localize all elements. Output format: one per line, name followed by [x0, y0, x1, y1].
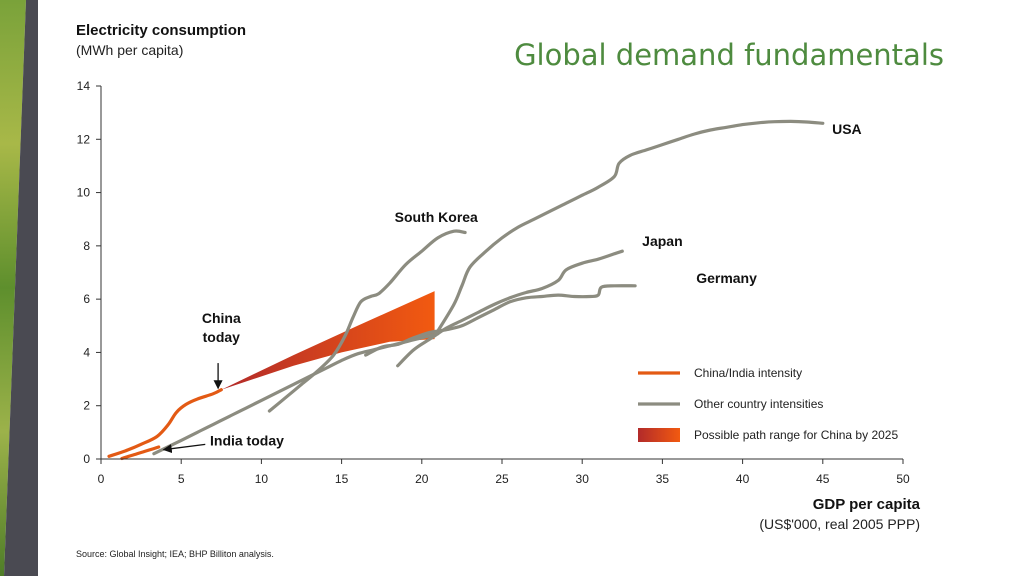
- slide-title: Global demand fundamentals: [514, 38, 944, 72]
- china-2025-path-band: [221, 291, 435, 390]
- series-label-china: China today: [202, 310, 241, 345]
- series-line-south-korea: [267, 229, 467, 413]
- series-line-other-country-intensity: [152, 332, 440, 456]
- series-line-germany: [364, 284, 637, 357]
- y-tick-label: 0: [83, 452, 90, 466]
- y-tick-label: 2: [83, 399, 90, 413]
- series-label-japan: Japan: [642, 233, 682, 249]
- series-label-india: India today: [210, 433, 284, 449]
- x-tick-label: 40: [736, 472, 750, 486]
- y-tick-label: 10: [77, 186, 91, 200]
- x-tick-label: 5: [178, 472, 185, 486]
- labels-layer: USA South Korea Japan Germany China today Indi…: [162, 121, 862, 454]
- y-tick-label: 14: [77, 79, 91, 93]
- y-tick-label: 8: [83, 239, 90, 253]
- legend-label-possible-path-range-for-china-by-2025: Possible path range for China by 2025: [694, 428, 898, 442]
- x-tick-label: 30: [576, 472, 590, 486]
- source-note: Source: Global Insight; IEA; BHP Billito…: [76, 549, 274, 559]
- x-tick-label: 45: [816, 472, 830, 486]
- x-tick-label: 10: [255, 472, 269, 486]
- series-label-germany: Germany: [696, 270, 757, 286]
- x-tick-label: 50: [896, 472, 910, 486]
- x-tick-label: 20: [415, 472, 429, 486]
- legend-swatch-possible-path-range-for-china-by-2025: [638, 428, 680, 442]
- x-tick-label: 25: [495, 472, 509, 486]
- legend: China/India intensity Other country inten…: [638, 366, 898, 442]
- y-axis-title: Electricity consumption: [76, 22, 247, 39]
- y-tick-label: 4: [83, 345, 90, 359]
- x-axis-unit: (US$'000, real 2005 PPP): [759, 516, 920, 532]
- x-tick-label: 15: [335, 472, 349, 486]
- india-arrow: [162, 443, 206, 454]
- series-line-china: [107, 388, 223, 458]
- y-tick-label: 6: [83, 292, 90, 306]
- series-line-india: [120, 445, 161, 461]
- y-axis-unit: (MWh per capita): [76, 42, 184, 58]
- x-tick-label: 35: [656, 472, 670, 486]
- legend-label-china-india-intensity: China/India intensity: [694, 366, 802, 380]
- x-axis-title: GDP per capita: [812, 496, 920, 513]
- legend-label-other-country-intensities: Other country intensities: [694, 397, 823, 411]
- series-label-usa: USA: [832, 121, 862, 137]
- series-line-usa: [436, 119, 825, 333]
- decorative-side-strip: [0, 0, 38, 576]
- series-layer: [107, 119, 825, 461]
- x-tick-label: 0: [98, 472, 105, 486]
- y-tick-label: 12: [77, 132, 91, 146]
- axes-layer: 0 5 10 15 20 25 30 35 40 45 50 0 2 4 6 8 10 12 14: [77, 79, 910, 486]
- band-layer: [221, 291, 435, 390]
- series-label-south-korea: South Korea: [395, 209, 478, 225]
